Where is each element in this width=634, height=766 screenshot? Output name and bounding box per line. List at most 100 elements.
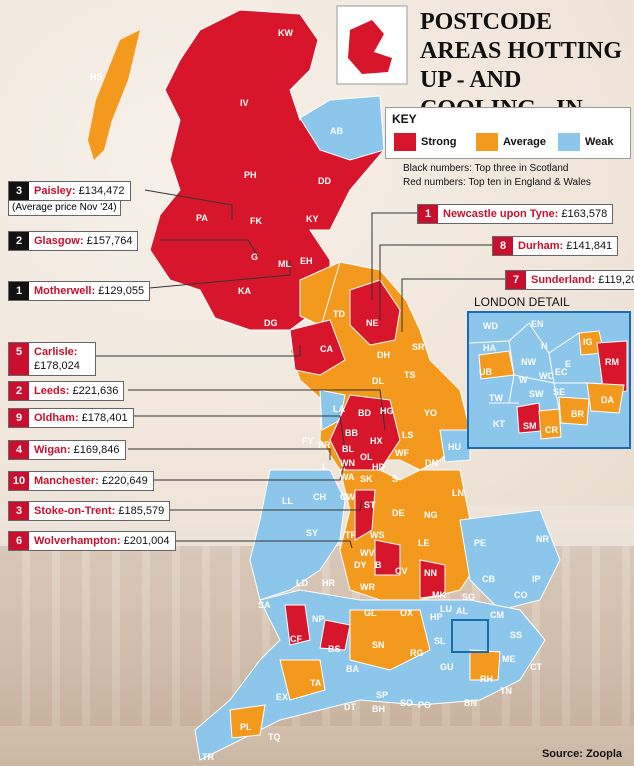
place-name: Glasgow: bbox=[34, 235, 84, 247]
price-value: £141,841 bbox=[566, 240, 613, 252]
callout-leader-lines bbox=[90, 189, 506, 549]
map-label-ct: CT bbox=[530, 662, 542, 672]
rank-badge: 9 bbox=[9, 409, 29, 427]
southern-england-region bbox=[194, 589, 546, 761]
price-value: £129,055 bbox=[98, 285, 145, 297]
map-label-mk: MK bbox=[432, 590, 446, 600]
place-name: Manchester: bbox=[34, 475, 99, 487]
map-label-hr: HR bbox=[322, 578, 335, 588]
london-label-br: BR bbox=[571, 409, 584, 419]
london-cr-shape bbox=[538, 408, 562, 440]
place-name: Newcastle upon Tyne: bbox=[443, 208, 559, 220]
london-label-n: N bbox=[541, 341, 548, 351]
map-label-td: TD bbox=[333, 309, 345, 319]
callout-wolverhampton: 6 Wolverhampton: £201,004 bbox=[8, 531, 176, 551]
legend-weak: Weak bbox=[558, 133, 614, 151]
rank-badge: 3 bbox=[9, 182, 29, 200]
map-label-sr: SR bbox=[412, 342, 425, 352]
area-southern-average-shape bbox=[349, 609, 431, 671]
callout-newcastle: 1 Newcastle upon Tyne: £163,578 bbox=[417, 204, 614, 224]
callout-glasgow: 2 Glasgow: £157,764 bbox=[8, 231, 139, 251]
area-nn-mk-shape bbox=[419, 559, 446, 599]
hebrides-shape bbox=[88, 30, 140, 160]
map-label-fy: FY bbox=[302, 436, 314, 446]
map-label-yo: YO bbox=[424, 408, 438, 418]
callout-wigan: 4 Wigan: £169,846 bbox=[8, 440, 126, 460]
map-label-ka: KA bbox=[238, 286, 251, 296]
london-br-shape bbox=[558, 396, 590, 426]
map-label-sa: SA bbox=[258, 600, 271, 610]
map-label-rg: RG bbox=[410, 648, 424, 658]
place-name: Paisley: bbox=[34, 185, 76, 197]
london-label-wd: WD bbox=[483, 321, 498, 331]
london-label-wc: WC bbox=[539, 371, 554, 381]
map-label-dd: DD bbox=[318, 176, 331, 186]
callout-text: Carlisle: £178,024 bbox=[29, 343, 95, 375]
map-label-tq: TQ bbox=[268, 732, 281, 742]
map-label-ky: KY bbox=[306, 214, 319, 224]
london-da-shape bbox=[586, 382, 625, 414]
map-label-iv: IV bbox=[240, 98, 249, 108]
callout-oldham: 9 Oldham: £178,401 bbox=[8, 408, 134, 428]
callout-durham: 8 Durham: £141,841 bbox=[492, 236, 619, 256]
price-value: £163,578 bbox=[561, 208, 608, 220]
price-value: £157,764 bbox=[86, 235, 133, 247]
place-name: Sunderland: bbox=[531, 274, 596, 286]
swatch-average bbox=[476, 133, 498, 151]
east-anglia-region bbox=[459, 509, 561, 611]
place-name: Stoke-on-Trent: bbox=[34, 505, 116, 517]
swatch-weak bbox=[558, 133, 580, 151]
map-label-gl: GL bbox=[364, 608, 377, 618]
map-label-dy: DY bbox=[354, 560, 367, 570]
map-label-ol: OL bbox=[360, 452, 373, 462]
price-value: £169,846 bbox=[73, 444, 120, 456]
map-label-pa: PA bbox=[196, 213, 208, 223]
callout-sunderland: 7 Sunderland: £119,201 bbox=[505, 270, 634, 290]
london-label-e: E bbox=[565, 359, 572, 369]
map-label-ng: NG bbox=[424, 510, 438, 520]
callout-text: Newcastle upon Tyne: £163,578 bbox=[438, 205, 612, 223]
map-label-nr: NR bbox=[536, 534, 549, 544]
london-label-ha: HA bbox=[483, 343, 496, 353]
map-label-ph: PH bbox=[244, 170, 257, 180]
map-label-bn: BN bbox=[464, 698, 477, 708]
rank-badge: 4 bbox=[9, 441, 29, 459]
rank-badge: 1 bbox=[9, 282, 29, 300]
map-label-sn: SN bbox=[372, 640, 385, 650]
map-label-le: LE bbox=[418, 538, 430, 548]
map-label-ll: LL bbox=[282, 496, 293, 506]
london-label-da: DA bbox=[601, 395, 614, 405]
legend-notes: Black numbers: Top three in Scotland Red… bbox=[403, 162, 591, 190]
map-label-ln: LN bbox=[452, 488, 464, 498]
price-value: £178,401 bbox=[81, 412, 128, 424]
map-label-dh: DH bbox=[377, 350, 390, 360]
map-label-cv: CV bbox=[395, 566, 408, 576]
map-label-tn: TN bbox=[500, 686, 512, 696]
place-name: Oldham: bbox=[34, 412, 79, 424]
legend-strong-label: Strong bbox=[421, 136, 457, 148]
place-name: Motherwell: bbox=[34, 285, 96, 297]
london-label-cr: CR bbox=[545, 425, 558, 435]
map-label-me: ME bbox=[502, 654, 516, 664]
legend-strong: Strong bbox=[394, 133, 456, 151]
note-red-numbers: Red numbers: Top ten in England & Wales bbox=[403, 177, 591, 188]
london-detail-svg bbox=[469, 313, 629, 447]
map-label-cb: CB bbox=[482, 574, 495, 584]
map-label-l: L bbox=[322, 462, 328, 472]
london-rm-shape bbox=[596, 340, 628, 396]
map-label-ml: ML bbox=[278, 259, 291, 269]
map-label-rh: RH bbox=[480, 674, 493, 684]
london-label-sw: SW bbox=[529, 389, 544, 399]
map-label-eh: EH bbox=[300, 256, 313, 266]
map-label-bb: BB bbox=[345, 428, 358, 438]
map-label-so: SO bbox=[400, 698, 414, 708]
london-label-kt: KT bbox=[493, 419, 505, 429]
map-label-np: NP bbox=[312, 614, 325, 624]
map-label-sy: SY bbox=[306, 528, 319, 538]
map-label-ca: CA bbox=[320, 344, 333, 354]
map-label-al: AL bbox=[456, 606, 468, 616]
rank-badge: 2 bbox=[9, 382, 29, 400]
price-value: £220,649 bbox=[101, 475, 148, 487]
legend-average: Average bbox=[476, 133, 546, 151]
area-hu-shape bbox=[439, 429, 471, 463]
